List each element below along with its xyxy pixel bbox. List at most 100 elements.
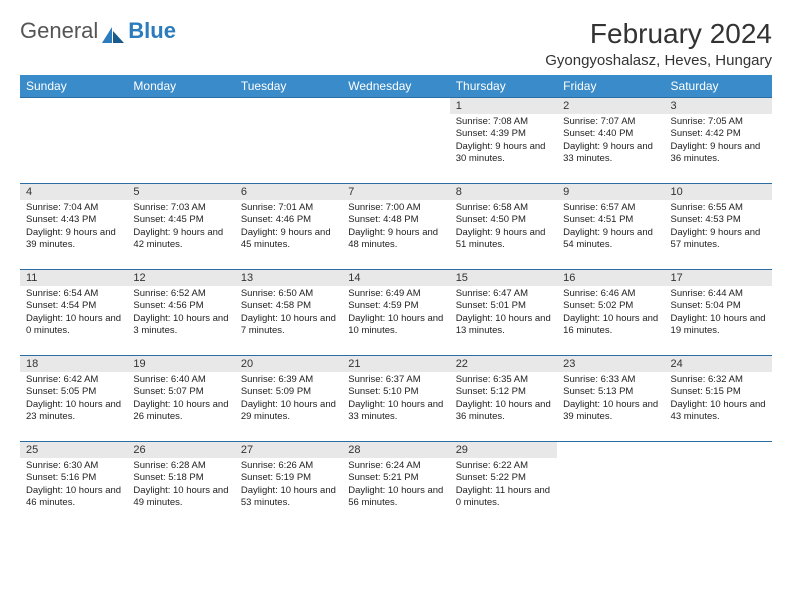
day-number: 12: [127, 270, 234, 286]
weekday-header: Friday: [557, 75, 664, 98]
day-info: Sunrise: 6:50 AMSunset: 4:58 PMDaylight:…: [235, 286, 342, 341]
calendar-day-cell: [235, 98, 342, 184]
day-info: Sunrise: 6:39 AMSunset: 5:09 PMDaylight:…: [235, 372, 342, 427]
day-info: Sunrise: 6:57 AMSunset: 4:51 PMDaylight:…: [557, 200, 664, 255]
day-info: Sunrise: 6:44 AMSunset: 5:04 PMDaylight:…: [665, 286, 772, 341]
calendar-day-cell: 1Sunrise: 7:08 AMSunset: 4:39 PMDaylight…: [450, 98, 557, 184]
day-info: Sunrise: 6:24 AMSunset: 5:21 PMDaylight:…: [342, 458, 449, 513]
calendar-day-cell: 7Sunrise: 7:00 AMSunset: 4:48 PMDaylight…: [342, 184, 449, 270]
weekday-header: Monday: [127, 75, 234, 98]
day-number: 26: [127, 442, 234, 458]
calendar-week-row: 1Sunrise: 7:08 AMSunset: 4:39 PMDaylight…: [20, 98, 772, 184]
calendar-day-cell: 29Sunrise: 6:22 AMSunset: 5:22 PMDayligh…: [450, 442, 557, 528]
calendar-day-cell: 15Sunrise: 6:47 AMSunset: 5:01 PMDayligh…: [450, 270, 557, 356]
calendar-table: SundayMondayTuesdayWednesdayThursdayFrid…: [20, 75, 772, 528]
logo: General Blue: [20, 18, 176, 44]
day-number: 10: [665, 184, 772, 200]
calendar-day-cell: 17Sunrise: 6:44 AMSunset: 5:04 PMDayligh…: [665, 270, 772, 356]
calendar-day-cell: 10Sunrise: 6:55 AMSunset: 4:53 PMDayligh…: [665, 184, 772, 270]
header: General Blue February 2024 Gyongyoshalas…: [20, 18, 772, 69]
day-info: Sunrise: 6:32 AMSunset: 5:15 PMDaylight:…: [665, 372, 772, 427]
day-info: Sunrise: 6:28 AMSunset: 5:18 PMDaylight:…: [127, 458, 234, 513]
calendar-week-row: 18Sunrise: 6:42 AMSunset: 5:05 PMDayligh…: [20, 356, 772, 442]
day-number: 20: [235, 356, 342, 372]
day-info: Sunrise: 6:46 AMSunset: 5:02 PMDaylight:…: [557, 286, 664, 341]
day-info: Sunrise: 6:42 AMSunset: 5:05 PMDaylight:…: [20, 372, 127, 427]
day-info: Sunrise: 6:37 AMSunset: 5:10 PMDaylight:…: [342, 372, 449, 427]
calendar-day-cell: [20, 98, 127, 184]
weekday-header: Wednesday: [342, 75, 449, 98]
weekday-header: Tuesday: [235, 75, 342, 98]
calendar-day-cell: [557, 442, 664, 528]
day-number: 19: [127, 356, 234, 372]
day-info: Sunrise: 6:47 AMSunset: 5:01 PMDaylight:…: [450, 286, 557, 341]
calendar-day-cell: 27Sunrise: 6:26 AMSunset: 5:19 PMDayligh…: [235, 442, 342, 528]
day-info: Sunrise: 6:30 AMSunset: 5:16 PMDaylight:…: [20, 458, 127, 513]
day-number: 8: [450, 184, 557, 200]
calendar-week-row: 4Sunrise: 7:04 AMSunset: 4:43 PMDaylight…: [20, 184, 772, 270]
day-number: 24: [665, 356, 772, 372]
weekday-header: Thursday: [450, 75, 557, 98]
day-info: Sunrise: 6:58 AMSunset: 4:50 PMDaylight:…: [450, 200, 557, 255]
calendar-day-cell: 16Sunrise: 6:46 AMSunset: 5:02 PMDayligh…: [557, 270, 664, 356]
calendar-day-cell: [665, 442, 772, 528]
day-number: 7: [342, 184, 449, 200]
calendar-day-cell: 14Sunrise: 6:49 AMSunset: 4:59 PMDayligh…: [342, 270, 449, 356]
day-number: 27: [235, 442, 342, 458]
day-number: 16: [557, 270, 664, 286]
calendar-day-cell: [127, 98, 234, 184]
calendar-day-cell: 24Sunrise: 6:32 AMSunset: 5:15 PMDayligh…: [665, 356, 772, 442]
day-number: 25: [20, 442, 127, 458]
calendar-day-cell: 13Sunrise: 6:50 AMSunset: 4:58 PMDayligh…: [235, 270, 342, 356]
calendar-header-row: SundayMondayTuesdayWednesdayThursdayFrid…: [20, 75, 772, 98]
day-info: Sunrise: 7:08 AMSunset: 4:39 PMDaylight:…: [450, 114, 557, 169]
logo-sail-icon: [102, 23, 124, 39]
calendar-week-row: 25Sunrise: 6:30 AMSunset: 5:16 PMDayligh…: [20, 442, 772, 528]
day-number: 23: [557, 356, 664, 372]
calendar-day-cell: 8Sunrise: 6:58 AMSunset: 4:50 PMDaylight…: [450, 184, 557, 270]
calendar-day-cell: 23Sunrise: 6:33 AMSunset: 5:13 PMDayligh…: [557, 356, 664, 442]
day-info: Sunrise: 6:49 AMSunset: 4:59 PMDaylight:…: [342, 286, 449, 341]
weekday-header: Sunday: [20, 75, 127, 98]
day-info: Sunrise: 7:00 AMSunset: 4:48 PMDaylight:…: [342, 200, 449, 255]
day-info: Sunrise: 6:55 AMSunset: 4:53 PMDaylight:…: [665, 200, 772, 255]
calendar-day-cell: 20Sunrise: 6:39 AMSunset: 5:09 PMDayligh…: [235, 356, 342, 442]
calendar-day-cell: 28Sunrise: 6:24 AMSunset: 5:21 PMDayligh…: [342, 442, 449, 528]
day-info: Sunrise: 6:35 AMSunset: 5:12 PMDaylight:…: [450, 372, 557, 427]
day-number: 2: [557, 98, 664, 114]
calendar-day-cell: 11Sunrise: 6:54 AMSunset: 4:54 PMDayligh…: [20, 270, 127, 356]
day-info: Sunrise: 6:54 AMSunset: 4:54 PMDaylight:…: [20, 286, 127, 341]
day-info: Sunrise: 7:04 AMSunset: 4:43 PMDaylight:…: [20, 200, 127, 255]
day-info: Sunrise: 6:33 AMSunset: 5:13 PMDaylight:…: [557, 372, 664, 427]
title-block: February 2024 Gyongyoshalasz, Heves, Hun…: [545, 18, 772, 69]
calendar-day-cell: 3Sunrise: 7:05 AMSunset: 4:42 PMDaylight…: [665, 98, 772, 184]
day-info: Sunrise: 7:01 AMSunset: 4:46 PMDaylight:…: [235, 200, 342, 255]
day-number: 9: [557, 184, 664, 200]
day-number: 29: [450, 442, 557, 458]
day-info: Sunrise: 6:22 AMSunset: 5:22 PMDaylight:…: [450, 458, 557, 513]
month-title: February 2024: [545, 18, 772, 50]
day-info: Sunrise: 7:07 AMSunset: 4:40 PMDaylight:…: [557, 114, 664, 169]
calendar-day-cell: 6Sunrise: 7:01 AMSunset: 4:46 PMDaylight…: [235, 184, 342, 270]
day-info: Sunrise: 6:52 AMSunset: 4:56 PMDaylight:…: [127, 286, 234, 341]
calendar-day-cell: 5Sunrise: 7:03 AMSunset: 4:45 PMDaylight…: [127, 184, 234, 270]
calendar-day-cell: 22Sunrise: 6:35 AMSunset: 5:12 PMDayligh…: [450, 356, 557, 442]
calendar-week-row: 11Sunrise: 6:54 AMSunset: 4:54 PMDayligh…: [20, 270, 772, 356]
day-number: 3: [665, 98, 772, 114]
weekday-header: Saturday: [665, 75, 772, 98]
day-number: 22: [450, 356, 557, 372]
day-number: 6: [235, 184, 342, 200]
calendar-day-cell: 4Sunrise: 7:04 AMSunset: 4:43 PMDaylight…: [20, 184, 127, 270]
calendar-day-cell: 9Sunrise: 6:57 AMSunset: 4:51 PMDaylight…: [557, 184, 664, 270]
calendar-day-cell: 25Sunrise: 6:30 AMSunset: 5:16 PMDayligh…: [20, 442, 127, 528]
calendar-day-cell: 12Sunrise: 6:52 AMSunset: 4:56 PMDayligh…: [127, 270, 234, 356]
logo-text-blue: Blue: [128, 18, 176, 44]
day-number: 28: [342, 442, 449, 458]
day-info: Sunrise: 6:40 AMSunset: 5:07 PMDaylight:…: [127, 372, 234, 427]
calendar-day-cell: 18Sunrise: 6:42 AMSunset: 5:05 PMDayligh…: [20, 356, 127, 442]
calendar-body: 1Sunrise: 7:08 AMSunset: 4:39 PMDaylight…: [20, 98, 772, 528]
day-number: 17: [665, 270, 772, 286]
location-text: Gyongyoshalasz, Heves, Hungary: [545, 52, 772, 69]
calendar-day-cell: 2Sunrise: 7:07 AMSunset: 4:40 PMDaylight…: [557, 98, 664, 184]
day-info: Sunrise: 7:03 AMSunset: 4:45 PMDaylight:…: [127, 200, 234, 255]
